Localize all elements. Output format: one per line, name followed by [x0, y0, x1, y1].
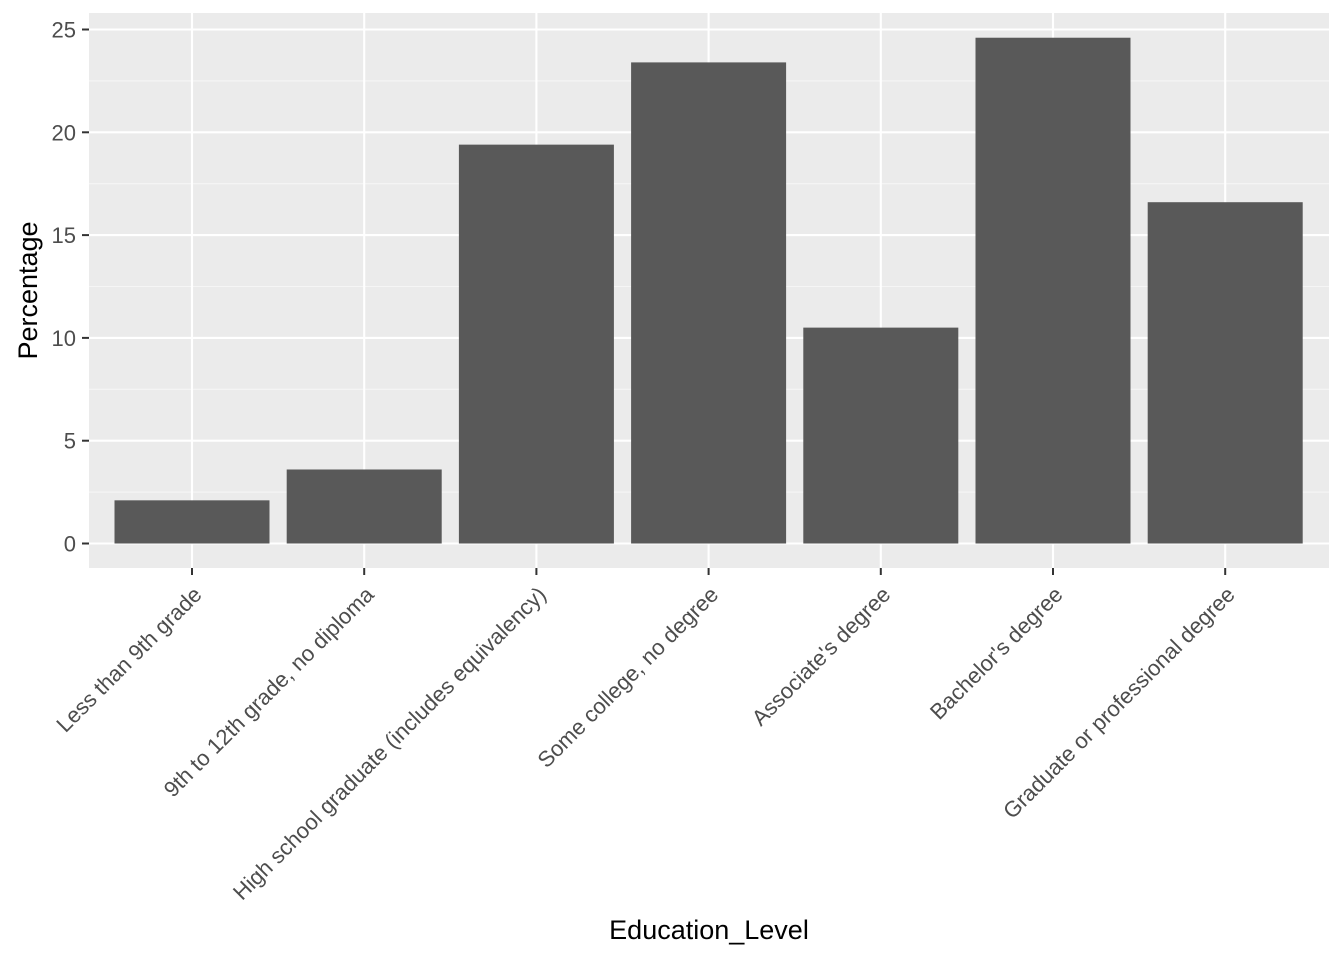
y-tick-label: 10: [52, 326, 76, 351]
bar: [1147, 202, 1303, 544]
y-axis: 0 5 10 15 20 25: [52, 18, 89, 557]
x-tick-label: High school graduate (includes equivalen…: [228, 582, 551, 905]
y-tick-label: 25: [52, 18, 76, 43]
bar: [975, 37, 1131, 544]
bar: [631, 62, 787, 544]
y-axis-title: Percentage: [13, 221, 43, 359]
x-axis-title: Education_Level: [609, 915, 809, 945]
y-tick-label: 20: [52, 120, 76, 145]
x-tick-label: Associate's degree: [747, 582, 896, 731]
x-tick-label: Some college, no degree: [532, 582, 723, 773]
bars: [114, 37, 1303, 544]
x-tick-label: Bachelor's degree: [925, 582, 1068, 725]
bar: [114, 500, 270, 544]
bar: [286, 469, 442, 544]
x-tick-label: Less than 9th grade: [51, 582, 206, 737]
bar: [458, 144, 614, 544]
y-tick-label: 15: [52, 223, 76, 248]
y-tick-label: 0: [64, 532, 76, 557]
bar: [803, 327, 959, 544]
y-tick-label: 5: [64, 429, 76, 454]
